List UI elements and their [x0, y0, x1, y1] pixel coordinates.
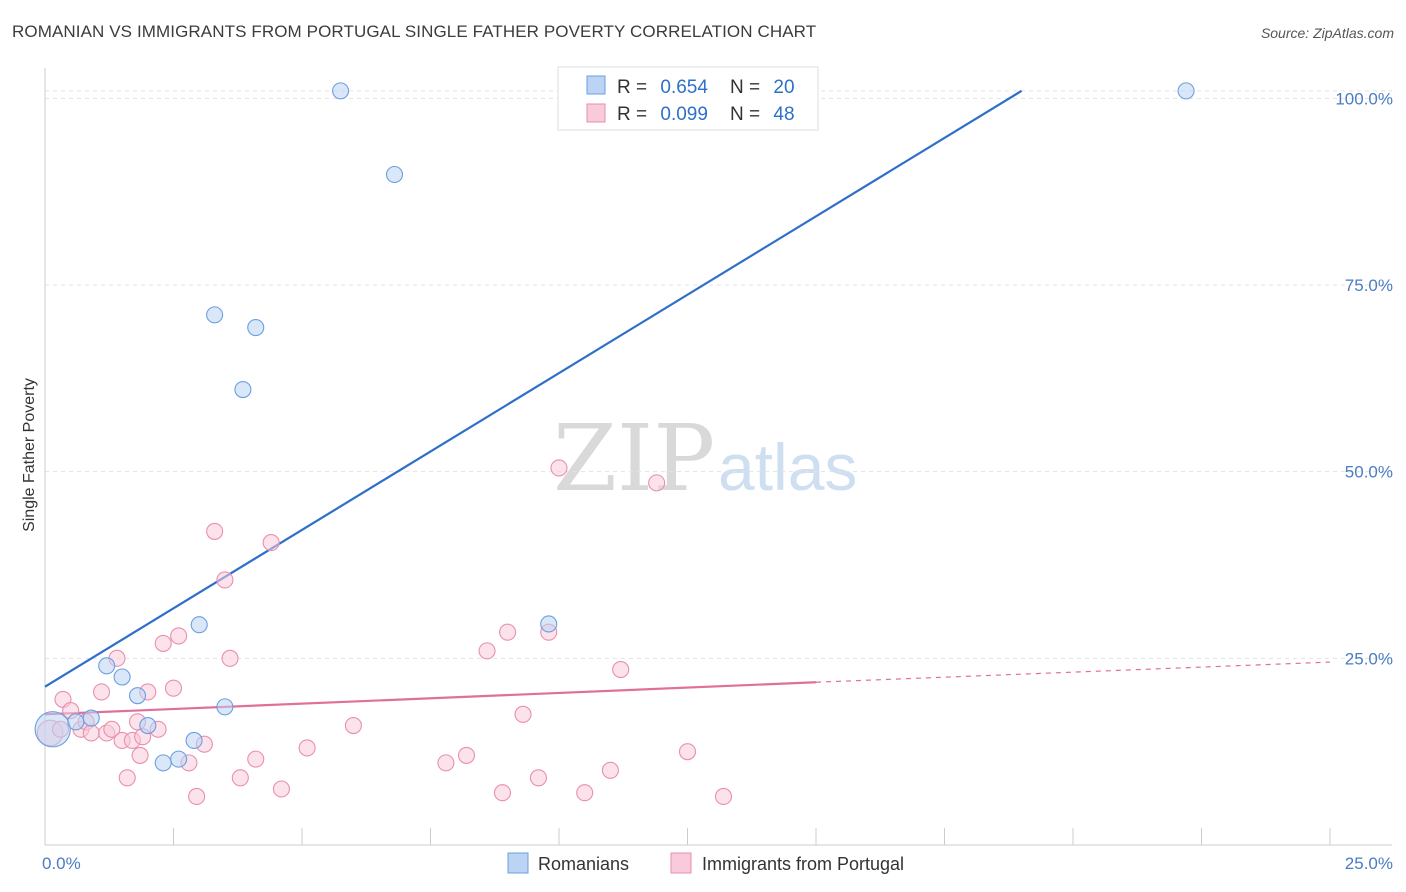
- point-portugal: [550, 459, 568, 477]
- trend-line-romanians: [44, 89, 1023, 688]
- watermark-zip: ZIP: [553, 405, 715, 512]
- y-axis-title: Single Father Poverty: [21, 378, 38, 532]
- point-portugal: [170, 627, 188, 645]
- point-romanians: [34, 711, 71, 748]
- point-portugal: [601, 761, 619, 779]
- chart-title: ROMANIAN VS IMMIGRANTS FROM PORTUGAL SIN…: [12, 22, 817, 41]
- legend-n-label: N =: [730, 77, 760, 98]
- point-portugal: [231, 769, 249, 787]
- legend-swatch-romanians: [586, 75, 606, 95]
- point-romanians: [170, 750, 188, 768]
- y-tick-label: 50.0%: [1345, 463, 1393, 482]
- bottom-legend-label-romanians: Romanians: [538, 854, 629, 874]
- point-romanians: [247, 319, 265, 337]
- point-portugal: [612, 660, 630, 679]
- trend-line-portugal-extension: [815, 661, 1331, 683]
- point-romanians: [98, 657, 116, 675]
- point-romanians: [154, 754, 172, 772]
- bottom-legend-label-portugal: Immigrants from Portugal: [702, 854, 904, 874]
- point-portugal: [344, 716, 362, 735]
- point-portugal: [576, 784, 594, 802]
- point-portugal: [188, 787, 206, 806]
- point-romanians: [216, 698, 234, 716]
- point-portugal: [154, 634, 172, 652]
- source-credit: Source: ZipAtlas.com: [1260, 25, 1394, 41]
- point-portugal: [92, 683, 111, 701]
- legend-row-romanians: R = 0.654 N = 20: [617, 77, 795, 98]
- legend-n-label: N =: [730, 104, 760, 125]
- trend-lines: [44, 89, 1331, 716]
- point-portugal: [216, 571, 234, 589]
- legend-n-value: 48: [773, 104, 794, 125]
- point-romanians: [82, 709, 100, 727]
- point-romanians: [139, 716, 157, 735]
- legend-r-value: 0.099: [660, 104, 708, 125]
- point-portugal: [514, 705, 532, 723]
- point-portugal: [272, 780, 290, 798]
- point-portugal: [529, 769, 547, 787]
- point-portugal: [118, 769, 136, 787]
- axes: 0.0% 25.0%: [42, 68, 1393, 873]
- y-axis-label: Single Father Poverty: [21, 378, 38, 532]
- point-romanians: [385, 165, 404, 184]
- point-portugal: [298, 739, 316, 757]
- y-tick-label: 25.0%: [1345, 649, 1393, 668]
- legend-r-label: R =: [617, 104, 647, 125]
- point-portugal: [478, 642, 496, 660]
- legend-n-value: 20: [773, 77, 794, 98]
- point-romanians: [67, 713, 85, 731]
- point-portugal: [714, 787, 733, 806]
- legend-r-label: R =: [617, 77, 647, 98]
- point-portugal: [131, 746, 149, 764]
- point-romanians: [234, 380, 252, 399]
- point-romanians: [128, 687, 147, 705]
- legend-r-value: 0.654: [660, 77, 708, 98]
- point-portugal: [206, 522, 224, 540]
- point-romanians: [331, 82, 350, 100]
- point-portugal: [164, 679, 183, 697]
- point-romanians: [1177, 82, 1195, 100]
- watermark: ZIP atlas: [553, 405, 857, 512]
- point-portugal: [221, 649, 239, 667]
- point-romanians: [190, 616, 208, 634]
- legend: R = 0.654 N = 20 R = 0.099 N = 48: [557, 66, 819, 131]
- point-portugal: [493, 784, 512, 802]
- x-tick-label-max: 25.0%: [1345, 854, 1393, 873]
- point-portugal: [103, 720, 121, 738]
- point-portugal: [678, 743, 697, 761]
- data-points: [34, 82, 1195, 806]
- x-tick-label-min: 0.0%: [42, 854, 81, 873]
- y-tick-label: 75.0%: [1345, 276, 1393, 295]
- point-portugal: [82, 724, 100, 742]
- point-portugal: [499, 623, 517, 641]
- point-portugal: [247, 750, 265, 768]
- legend-swatch-portugal: [586, 103, 606, 123]
- point-romanians: [185, 731, 203, 750]
- point-portugal: [262, 534, 280, 552]
- bottom-legend-swatch-romanians: [507, 852, 529, 874]
- point-portugal: [648, 474, 666, 492]
- trend-line-portugal: [44, 681, 817, 716]
- gridlines: 25.0% 50.0% 75.0% 100.0%: [45, 89, 1393, 668]
- point-romanians: [206, 306, 224, 324]
- legend-row-portugal: R = 0.099 N = 48: [617, 104, 795, 125]
- point-portugal: [437, 754, 455, 772]
- watermark-atlas: atlas: [718, 430, 857, 504]
- point-romanians: [113, 668, 131, 686]
- point-portugal: [457, 746, 476, 764]
- bottom-legend: Romanians Immigrants from Portugal: [507, 852, 904, 874]
- bottom-legend-swatch-portugal: [670, 852, 692, 874]
- point-romanians: [540, 615, 558, 633]
- y-tick-label: 100.0%: [1335, 89, 1393, 108]
